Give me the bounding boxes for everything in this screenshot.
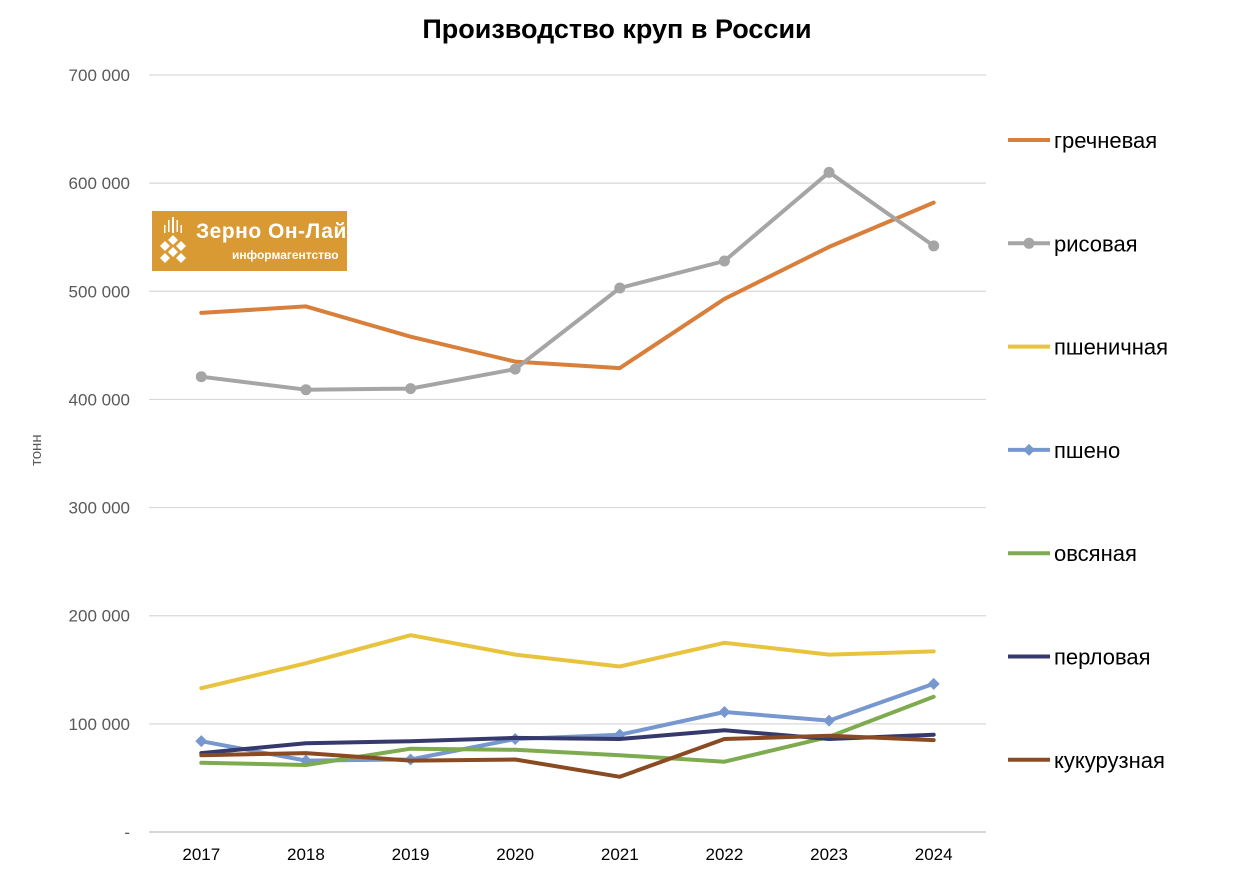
series-lines bbox=[195, 166, 940, 779]
data-point bbox=[718, 255, 730, 267]
legend: гречневая рисовая пшеничная пшено овсяная пер… bbox=[1008, 128, 1168, 773]
series-5 bbox=[199, 728, 936, 756]
x-axis-ticks: 2017 2018 2019 2020 2021 2022 2023 2024 bbox=[182, 845, 952, 864]
data-point bbox=[405, 383, 417, 395]
x-tick-label: 2019 bbox=[392, 845, 430, 864]
legend-entry: рисовая bbox=[1008, 231, 1138, 256]
series-4 bbox=[199, 694, 936, 767]
series-line bbox=[199, 728, 936, 756]
legend-marker bbox=[1023, 443, 1035, 456]
x-tick-label: 2017 bbox=[182, 845, 220, 864]
series-line bbox=[199, 200, 936, 371]
series-6 bbox=[199, 733, 936, 779]
data-point bbox=[718, 705, 731, 718]
x-tick-label: 2021 bbox=[601, 845, 639, 864]
legend-label: перловая bbox=[1054, 645, 1151, 670]
data-point bbox=[823, 714, 836, 727]
legend-entry: овсяная bbox=[1008, 541, 1137, 566]
x-tick-label: 2022 bbox=[706, 845, 744, 864]
series-line bbox=[199, 694, 936, 767]
x-tick-label: 2023 bbox=[810, 845, 848, 864]
y-tick-label: 600 000 bbox=[69, 174, 130, 193]
legend-entry: перловая bbox=[1008, 645, 1151, 670]
data-point bbox=[300, 384, 312, 396]
series-line bbox=[199, 633, 936, 691]
y-tick-label: 700 000 bbox=[69, 66, 130, 85]
series-2 bbox=[199, 633, 936, 691]
chart-title: Производство круп в России bbox=[422, 14, 812, 44]
series-line bbox=[199, 733, 936, 779]
data-point bbox=[928, 240, 940, 252]
logo-name: Зерно Он-Лайн bbox=[196, 220, 361, 243]
legend-label: гречневая bbox=[1054, 128, 1157, 153]
data-point bbox=[195, 735, 208, 748]
legend-label: кукурузная bbox=[1054, 748, 1165, 773]
y-tick-label: 100 000 bbox=[69, 715, 130, 734]
data-point bbox=[823, 166, 835, 178]
series-line bbox=[199, 681, 936, 763]
legend-entry: пшено bbox=[1008, 438, 1120, 463]
x-tick-label: 2020 bbox=[496, 845, 534, 864]
legend-entry: гречневая bbox=[1008, 128, 1157, 153]
legend-entry: пшеничная bbox=[1008, 335, 1168, 360]
legend-entry: кукурузная bbox=[1008, 748, 1165, 773]
y-tick-label: 200 000 bbox=[69, 607, 130, 626]
series-line bbox=[199, 170, 936, 392]
data-point bbox=[614, 282, 626, 294]
y-tick-label: 400 000 bbox=[69, 390, 130, 409]
y-tick-label: 500 000 bbox=[69, 282, 130, 301]
x-tick-label: 2018 bbox=[287, 845, 325, 864]
logo: Зерно Он-Лайн информагентство bbox=[152, 211, 360, 271]
y-axis-ticks: - 100 000 200 000 300 000 400 000 500 000 600 … bbox=[69, 66, 130, 842]
y-tick-label: - bbox=[124, 823, 130, 842]
data-point bbox=[509, 363, 521, 375]
legend-label: пшеничная bbox=[1054, 335, 1168, 360]
data-point bbox=[195, 371, 207, 383]
legend-label: овсяная bbox=[1054, 541, 1137, 566]
y-tick-label: 300 000 bbox=[69, 499, 130, 518]
data-point bbox=[927, 677, 940, 690]
wheat-logo-icon bbox=[160, 217, 186, 263]
logo-subtitle: информагентство bbox=[232, 248, 339, 262]
legend-marker bbox=[1023, 237, 1035, 249]
x-tick-label: 2024 bbox=[915, 845, 953, 864]
series-1 bbox=[195, 166, 940, 396]
gridlines bbox=[149, 74, 986, 833]
legend-label: рисовая bbox=[1054, 231, 1138, 256]
series-0 bbox=[199, 200, 936, 371]
legend-label: пшено bbox=[1054, 438, 1120, 463]
